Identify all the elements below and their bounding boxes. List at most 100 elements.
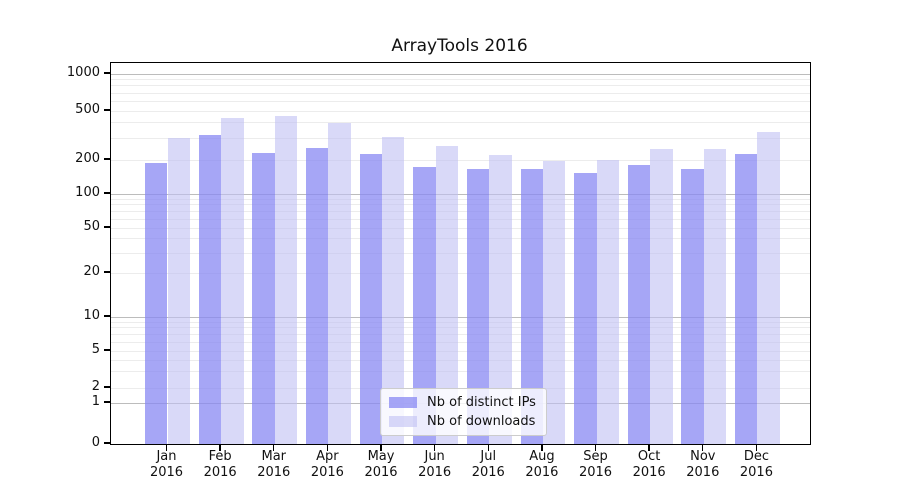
bar-downloads-sep (596, 160, 619, 444)
minor-gridline (111, 218, 810, 220)
minor-gridline (111, 159, 810, 161)
x-axis-label-mar: Mar 2016 (246, 449, 302, 481)
x-axis-label-year: 2016 (418, 465, 452, 480)
x-axis-label-month-apr: Apr (316, 449, 339, 464)
minor-gridline (111, 204, 810, 206)
x-axis-tick (594, 444, 597, 451)
x-axis-tick (755, 444, 758, 451)
x-axis-tick (273, 444, 275, 451)
legend-swatch-distinct-ips (389, 397, 417, 408)
y-axis-tick (104, 72, 110, 74)
bar-downloads-apr (328, 122, 351, 444)
bar-downloads-feb (221, 117, 244, 444)
y-axis-label-200: 200 (75, 151, 100, 166)
x-axis-label-aug: Aug 2016 (514, 449, 570, 481)
x-axis-label-year: 2016 (203, 465, 237, 480)
x-axis-label-year: 2016 (525, 465, 559, 480)
chart-title: ArrayTools 2016 (391, 36, 528, 56)
x-axis-tick (487, 444, 489, 451)
minor-gridline (111, 92, 810, 94)
x-axis-tick (433, 444, 436, 451)
x-axis-label-year: 2016 (310, 465, 344, 480)
bar-distinct-ips-oct (627, 165, 651, 444)
x-axis-label-month-aug: Aug (529, 449, 555, 464)
y-axis-tick (104, 192, 110, 194)
minor-gridline (111, 359, 810, 361)
x-axis-label-nov: Nov 2016 (675, 449, 731, 481)
minor-gridline (111, 227, 810, 229)
bar-distinct-ips-jan (145, 162, 168, 444)
bar-distinct-ips-may (359, 154, 382, 444)
x-axis-label-month-may: May (367, 449, 395, 464)
legend-label-distinct-ips: Nb of distinct IPs (427, 395, 536, 410)
bar-downloads-jul (489, 155, 512, 444)
x-axis-label-month-sep: Sep (583, 449, 608, 464)
bar-distinct-ips-jul (466, 169, 490, 444)
major-gridline (111, 193, 810, 195)
bar-downloads-jan (167, 138, 190, 444)
minor-gridline (111, 85, 810, 87)
minor-gridline (111, 100, 810, 102)
x-axis-tick (541, 444, 543, 451)
bar-distinct-ips-dec (735, 154, 758, 444)
minor-gridline (111, 110, 810, 112)
x-axis-label-year: 2016 (578, 465, 613, 480)
y-axis-label-50: 50 (83, 219, 100, 234)
x-axis-label-may: May 2016 (353, 449, 409, 481)
x-axis-tick (326, 444, 329, 451)
x-axis-tick (380, 444, 382, 451)
x-axis-label-jan: Jan 2016 (139, 449, 195, 481)
y-axis-label-500: 500 (75, 102, 100, 117)
x-axis-tick (219, 444, 221, 451)
x-axis-label-year: 2016 (632, 465, 666, 480)
x-axis-label-feb: Feb 2016 (192, 449, 248, 481)
minor-gridline (111, 321, 810, 323)
minor-gridline (111, 252, 810, 254)
bar-downloads-oct (650, 149, 673, 444)
minor-gridline (111, 79, 810, 81)
legend: Nb of distinct IPs Nb of downloads (380, 388, 547, 436)
bar-downloads-jun (435, 145, 459, 444)
x-axis-label-year: 2016 (739, 465, 773, 480)
bar-downloads-mar (274, 116, 298, 444)
minor-gridline (111, 371, 810, 373)
bar-downloads-dec (757, 132, 780, 444)
bar-downloads-may (382, 137, 405, 444)
minor-gridline (111, 327, 810, 329)
y-axis-label-10: 10 (83, 308, 100, 323)
y-axis-label-2: 2 (91, 379, 100, 394)
x-axis-label-month-dec: Dec (743, 449, 769, 464)
bar-distinct-ips-aug (520, 168, 543, 444)
legend-row-distinct-ips: Nb of distinct IPs (389, 395, 536, 410)
x-axis-tick (165, 444, 168, 451)
y-axis-tick (104, 315, 110, 317)
y-axis-tick (104, 349, 110, 351)
major-gridline (111, 316, 810, 318)
x-axis-label-month-jun: Jun (424, 449, 445, 464)
y-axis-label-20: 20 (83, 264, 100, 279)
bar-distinct-ips-jun (413, 167, 436, 444)
y-axis-tick (104, 386, 110, 388)
minor-gridline (111, 341, 810, 343)
bar-distinct-ips-apr (305, 148, 329, 444)
legend-label-downloads: Nb of downloads (427, 414, 536, 429)
x-axis-label-month-oct: Oct (637, 449, 661, 464)
x-axis-tick (702, 444, 704, 451)
x-axis-label-oct: Oct 2016 (621, 449, 677, 481)
y-axis-tick (104, 109, 110, 111)
x-axis-label-month-nov: Nov (690, 449, 716, 464)
minor-gridline (111, 238, 810, 240)
x-axis-label-year: 2016 (471, 465, 505, 480)
y-axis-label-5: 5 (91, 342, 100, 357)
y-axis-tick (104, 442, 110, 444)
x-axis-label-sep: Sep 2016 (568, 449, 624, 481)
y-axis-tick (104, 271, 110, 273)
bar-downloads-nov (703, 149, 727, 444)
legend-row-downloads: Nb of downloads (389, 414, 536, 429)
y-axis-tick (104, 158, 110, 160)
x-axis-label-dec: Dec 2016 (728, 449, 784, 481)
minor-gridline (111, 137, 810, 139)
y-axis-tick (104, 401, 110, 403)
x-axis-label-year: 2016 (149, 465, 184, 480)
